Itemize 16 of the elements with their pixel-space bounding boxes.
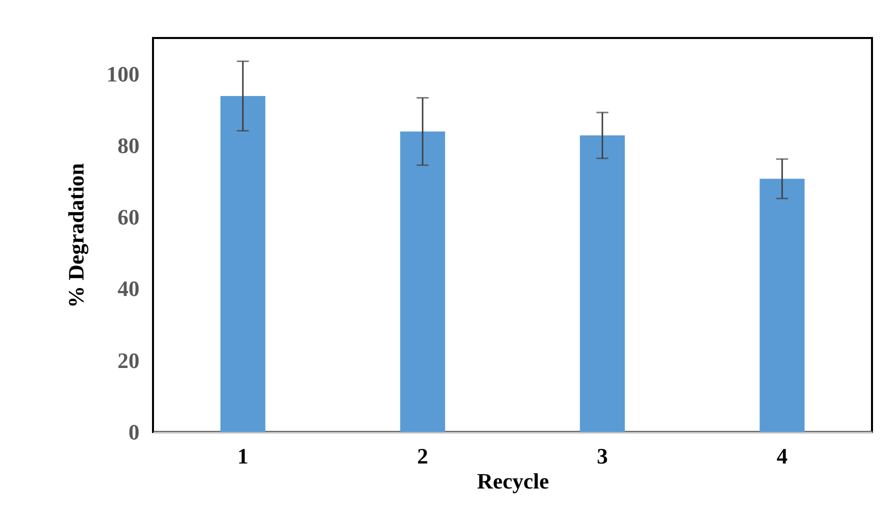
y-tick-label: 40 <box>118 276 140 302</box>
y-tick-label: 80 <box>118 132 140 158</box>
y-tick-label: 60 <box>118 204 140 230</box>
bar <box>400 131 446 432</box>
x-tick-label: 1 <box>237 444 248 468</box>
x-axis-title: Recycle <box>476 468 550 494</box>
x-tick-label: 2 <box>417 444 428 468</box>
x-tick-label: 4 <box>776 444 788 468</box>
x-tick-label: 3 <box>596 444 608 468</box>
y-tick-label: 100 <box>106 61 140 86</box>
bar <box>220 96 266 432</box>
y-tick-label: 20 <box>118 348 140 373</box>
bar <box>760 178 805 432</box>
bar <box>580 135 625 432</box>
y-axis-title: % Degradation <box>64 163 88 308</box>
y-tick-label: 0 <box>128 420 140 444</box>
